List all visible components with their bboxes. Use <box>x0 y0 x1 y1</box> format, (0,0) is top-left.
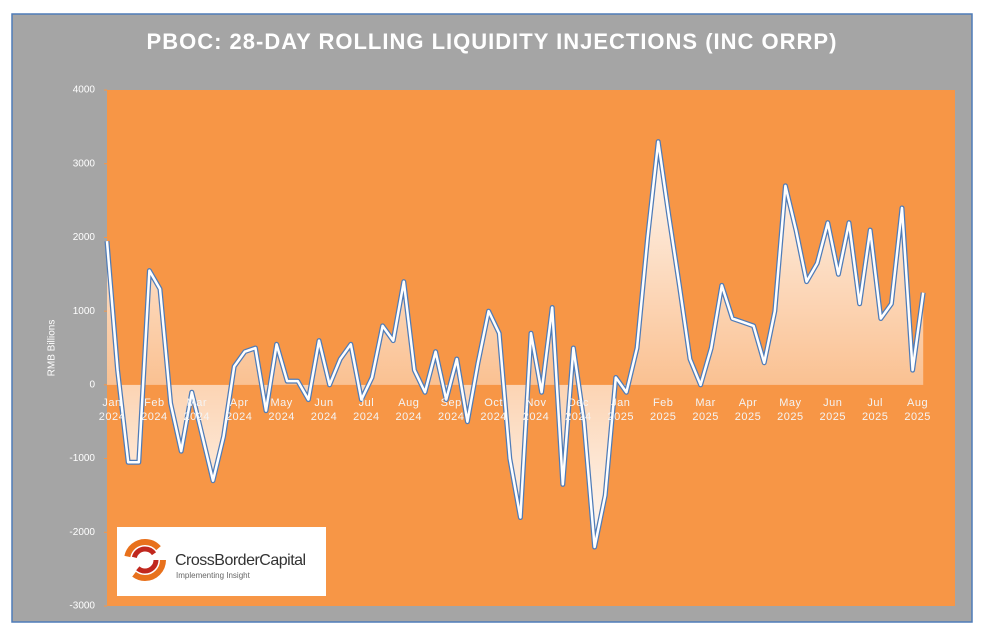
x-tick-label: Sep 2024 <box>437 397 465 423</box>
x-tick-label: Jul 2025 <box>861 397 889 423</box>
y-tick-label: -1000 <box>69 453 95 464</box>
x-tick-label: May 2024 <box>268 397 295 423</box>
y-tick-label: 3000 <box>73 158 96 169</box>
y-axis-label: RMB Billions <box>47 320 58 377</box>
logo-icon <box>131 546 159 574</box>
x-tick-label: Apr 2024 <box>225 397 253 423</box>
logo-tagline: Implementing Insight <box>176 571 251 580</box>
x-tick-label: Oct 2024 <box>480 397 507 423</box>
x-tick-label: Jan 2024 <box>98 397 126 423</box>
y-tick-label: -3000 <box>69 601 95 612</box>
x-tick-label: Mar 2024 <box>183 397 211 423</box>
x-tick-label: Dec 2024 <box>565 397 592 423</box>
y-tick-label: 0 <box>89 379 95 390</box>
x-tick-label: May 2025 <box>777 397 804 423</box>
x-tick-label: Jun 2024 <box>310 397 338 423</box>
y-tick-label: 1000 <box>73 306 96 317</box>
area-fill <box>107 141 924 385</box>
x-tick-label: Aug 2024 <box>395 397 423 423</box>
chart-title: PBOC: 28-DAY ROLLING LIQUIDITY INJECTION… <box>147 29 838 54</box>
x-tick-label: Mar 2025 <box>692 397 719 423</box>
x-tick-label: Nov 2024 <box>522 397 550 423</box>
x-tick-label: Apr 2025 <box>734 397 762 423</box>
logo-icon <box>124 539 166 581</box>
x-tick-label: Aug 2025 <box>904 397 931 423</box>
y-tick-label: 4000 <box>73 85 96 96</box>
x-tick-label: Jan 2025 <box>607 397 635 423</box>
logo-name: CrossBorderCapital <box>175 552 306 569</box>
x-tick-label: Jun 2025 <box>819 397 847 423</box>
line <box>105 140 925 549</box>
logo-box <box>117 527 326 596</box>
y-tick-label: -2000 <box>69 527 95 538</box>
x-tick-label: Feb 2024 <box>141 397 168 423</box>
x-tick-label: Jul 2024 <box>353 397 380 423</box>
x-tick-label: Feb 2025 <box>649 397 677 423</box>
y-tick-label: 2000 <box>73 232 96 243</box>
